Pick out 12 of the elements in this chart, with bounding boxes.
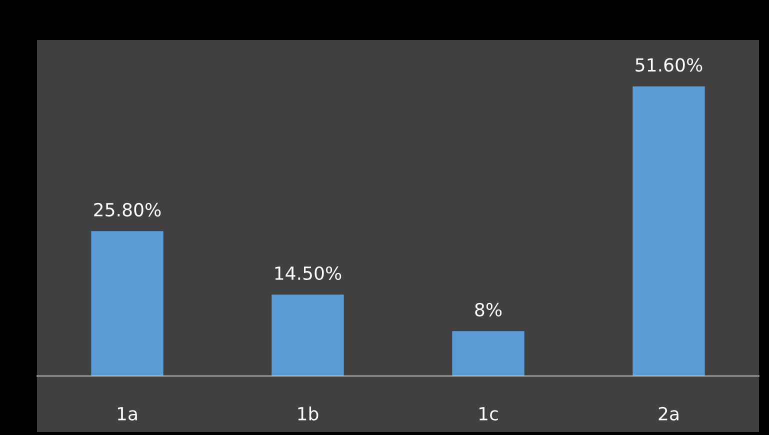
bar — [272, 294, 344, 376]
x-tick-label: 2a — [658, 406, 678, 421]
data-label: 25.80% — [94, 202, 161, 217]
x-tick-label: 1c — [480, 407, 498, 421]
data-label: 14.50% — [275, 266, 342, 280]
x-tick-label: 1a — [118, 407, 137, 421]
bar — [91, 231, 164, 376]
x-tick-label: 1b — [298, 406, 318, 421]
bar — [632, 86, 705, 376]
data-label: 8% — [475, 302, 502, 316]
bar — [452, 331, 524, 376]
data-label: 51.60% — [636, 58, 702, 72]
